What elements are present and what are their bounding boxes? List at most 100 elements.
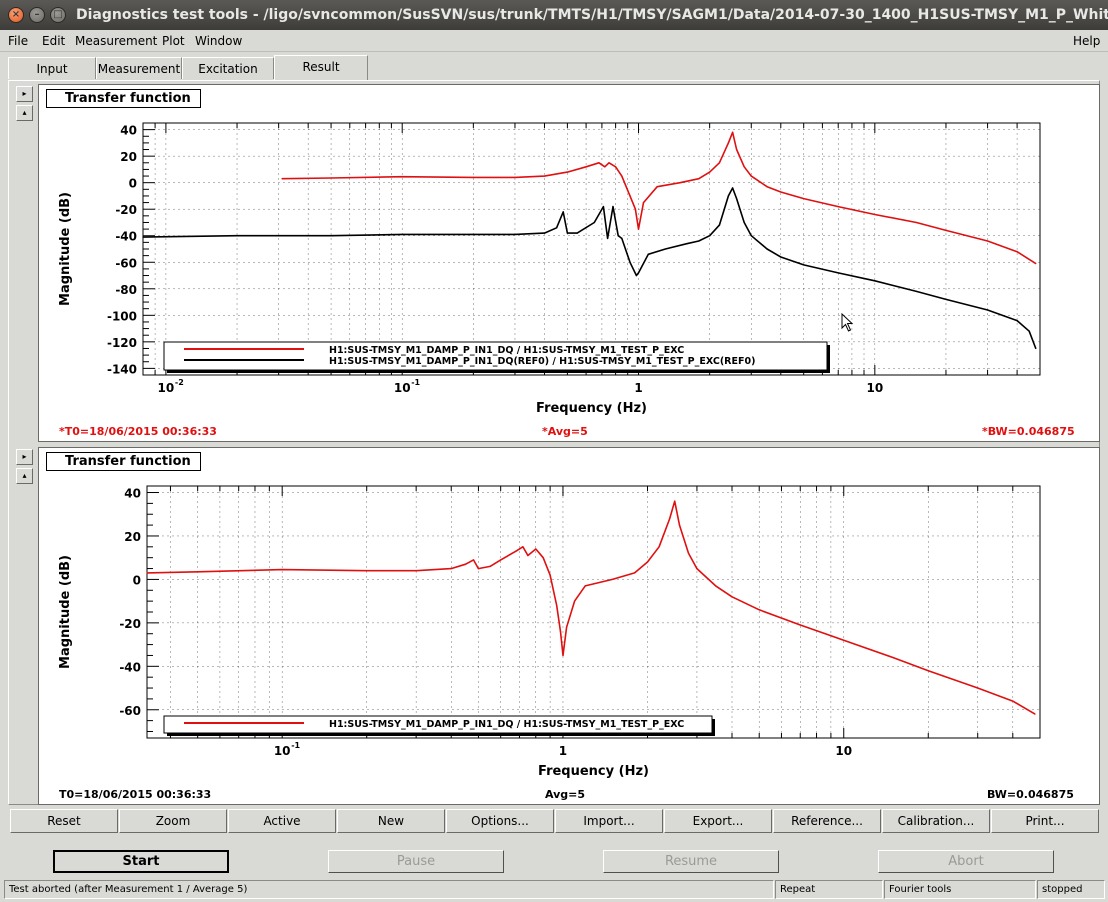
menu-measurement[interactable]: Measurement xyxy=(75,34,158,48)
menu-edit[interactable]: Edit xyxy=(42,34,66,48)
series-line xyxy=(146,500,1036,715)
data-point xyxy=(584,585,586,587)
data-point xyxy=(401,233,403,235)
collapse-up-icon[interactable]: ▴ xyxy=(16,468,33,484)
zoom-button[interactable]: Zoom xyxy=(119,809,227,833)
y-tick-label: -60 xyxy=(115,256,137,270)
data-point xyxy=(566,232,569,234)
maximize-window-icon[interactable]: □ xyxy=(50,7,66,23)
data-point xyxy=(1034,713,1036,715)
data-point xyxy=(780,191,782,193)
data-point xyxy=(874,280,876,282)
status-bw: *BW=0.046875 xyxy=(982,425,1075,438)
data-point xyxy=(535,548,537,550)
reset-button[interactable]: Reset xyxy=(10,809,118,833)
expand-right-icon[interactable]: ▸ xyxy=(16,86,33,102)
tab-input[interactable]: Input xyxy=(8,57,96,79)
data-point xyxy=(1028,330,1030,332)
data-point xyxy=(758,609,760,611)
menu-plot[interactable]: Plot xyxy=(162,34,185,48)
y-tick-label: 0 xyxy=(133,573,141,587)
abort-button[interactable]: Abort xyxy=(878,850,1054,873)
data-point xyxy=(401,176,403,178)
data-point xyxy=(522,546,524,548)
data-point xyxy=(664,248,667,250)
plot-title-label[interactable]: Transfer function xyxy=(46,452,201,471)
data-point xyxy=(634,208,637,210)
data-point xyxy=(585,166,587,168)
status-tool: Fourier tools xyxy=(884,880,1036,899)
data-point xyxy=(686,243,688,245)
data-point xyxy=(415,570,417,572)
data-point xyxy=(602,206,605,208)
x-axis-label: Frequency (Hz) xyxy=(538,764,649,779)
x-tick-exponent: -1 xyxy=(411,378,420,387)
data-point xyxy=(621,237,623,239)
data-point xyxy=(837,272,839,274)
plot-canvas-top[interactable]: Transfer function 40 20 0 -20 -40 -60 -80 -100 -… xyxy=(38,84,1100,442)
resume-button[interactable]: Resume xyxy=(603,850,779,873)
print-button[interactable]: Print... xyxy=(991,809,1099,833)
status-avg: *Avg=5 xyxy=(542,425,588,438)
data-point xyxy=(236,235,238,237)
data-point xyxy=(709,171,711,173)
data-point xyxy=(615,166,617,168)
y-tick-label: 20 xyxy=(120,150,137,164)
data-point xyxy=(766,248,768,250)
status-avg: Avg=5 xyxy=(545,788,586,801)
data-point xyxy=(330,235,332,237)
data-point xyxy=(674,500,676,502)
data-point xyxy=(874,213,876,216)
data-point xyxy=(837,206,839,208)
menu-window[interactable]: Window xyxy=(195,34,243,48)
data-point xyxy=(687,552,690,554)
x-tick-label: 10 xyxy=(835,744,852,758)
data-point xyxy=(604,166,606,168)
data-point xyxy=(542,557,544,559)
plot-canvas-bottom[interactable]: Transfer function 40 20 0 -20 -40 -60 10 -1 1 10 F… xyxy=(38,447,1100,805)
data-point xyxy=(593,221,595,224)
data-point xyxy=(472,176,474,178)
data-point xyxy=(1016,251,1018,253)
data-point xyxy=(477,568,479,570)
active-button[interactable]: Active xyxy=(228,809,336,833)
options-button[interactable]: Options... xyxy=(446,809,554,833)
status-t0: *T0=18/06/2015 00:36:33 xyxy=(59,425,217,438)
data-point xyxy=(281,178,283,180)
x-tick-label: 1 xyxy=(559,744,567,758)
pause-button[interactable]: Pause xyxy=(328,850,504,873)
start-button[interactable]: Start xyxy=(53,850,229,873)
export-button[interactable]: Export... xyxy=(664,809,772,833)
data-point xyxy=(543,175,546,177)
data-point xyxy=(330,177,332,179)
data-point xyxy=(656,186,658,188)
collapse-up-icon[interactable]: ▴ xyxy=(16,105,33,121)
menu-file[interactable]: File xyxy=(8,34,29,48)
data-point xyxy=(549,574,551,576)
data-point xyxy=(146,572,148,574)
x-tick-label: 10 xyxy=(866,381,883,395)
new-button[interactable]: New xyxy=(337,809,445,833)
series-line xyxy=(281,131,1037,265)
close-window-icon[interactable]: × xyxy=(8,7,24,23)
tab-excitation[interactable]: Excitation xyxy=(182,57,274,79)
calibration-button[interactable]: Calibration... xyxy=(882,809,990,833)
data-point xyxy=(709,235,711,237)
reference-button[interactable]: Reference... xyxy=(773,809,881,833)
import-button[interactable]: Import... xyxy=(555,809,663,833)
y-tick-label: -20 xyxy=(119,617,141,631)
expand-right-icon[interactable]: ▸ xyxy=(16,449,33,465)
data-point xyxy=(1016,320,1018,322)
legend-entry: H1:SUS-TMSY_M1_DAMP_P_IN1_DQ / H1:SUS-TM… xyxy=(329,345,684,356)
tab-measurement[interactable]: Measurement xyxy=(96,57,182,79)
menu-help[interactable]: Help xyxy=(1073,34,1101,48)
data-point xyxy=(718,162,721,164)
data-point xyxy=(562,211,564,213)
plot-title-label[interactable]: Transfer function xyxy=(46,89,201,108)
y-tick-label: -120 xyxy=(107,336,137,350)
minimize-window-icon[interactable]: – xyxy=(29,7,45,23)
data-point xyxy=(642,202,645,204)
tab-result[interactable]: Result xyxy=(274,55,368,80)
